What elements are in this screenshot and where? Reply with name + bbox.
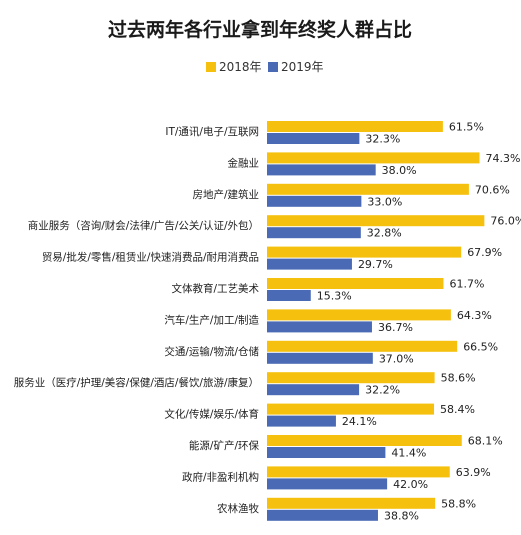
category-label: 交通/运输/物流/仓储 xyxy=(164,345,259,358)
data-label: 42.0% xyxy=(393,478,428,491)
data-label: 64.3% xyxy=(457,309,492,322)
data-label: 33.0% xyxy=(367,195,402,208)
category-group: 商业服务（咨询/财会/法律/广告/公关/认证/外包） 76.0% 32.8% xyxy=(28,215,521,240)
category-group: 金融业 74.3% 38.0% xyxy=(228,152,521,177)
bar-2018 xyxy=(267,121,443,132)
category-group: 政府/非盈利机构 63.9% 42.0% xyxy=(182,466,491,491)
category-group: 能源/矿产/环保 68.1% 41.4% xyxy=(189,435,503,460)
data-label: 32.2% xyxy=(365,384,400,397)
chart-title: 过去两年各行业拿到年终奖人群占比 xyxy=(108,18,412,41)
bar-2018 xyxy=(267,309,451,321)
data-label: 58.4% xyxy=(440,403,475,416)
category-label: 汽车/生产/加工/制造 xyxy=(164,313,259,326)
category-label: 服务业（医疗/护理/美容/保健/酒店/餐饮/旅游/康复） xyxy=(14,376,259,389)
bar-2018 xyxy=(267,152,480,164)
category-label: 文体教育/工艺美术 xyxy=(171,282,259,295)
bar-2019 xyxy=(267,352,373,364)
bar-2019 xyxy=(267,290,311,301)
bar-2018 xyxy=(267,497,436,509)
bar-2019 xyxy=(267,227,361,239)
legend-label: 2019年 xyxy=(281,60,324,74)
legend: 2018年 2019年 xyxy=(206,60,324,74)
bar-2018 xyxy=(267,340,458,352)
category-label: 政府/非盈利机构 xyxy=(182,470,259,483)
data-label: 70.6% xyxy=(475,183,510,196)
bar-2018 xyxy=(267,435,462,446)
category-group: 农林渔牧 58.8% 38.8% xyxy=(217,497,476,522)
bar-2019 xyxy=(267,478,388,490)
data-label: 61.7% xyxy=(449,278,484,291)
data-label: 58.8% xyxy=(441,497,476,510)
legend-item-1: 2018年 xyxy=(206,60,262,74)
bar-2019 xyxy=(267,164,376,176)
data-label: 38.8% xyxy=(384,509,419,522)
bar-2019 xyxy=(267,321,372,333)
data-label: 61.5% xyxy=(449,121,484,134)
data-label: 68.1% xyxy=(468,435,503,448)
legend-swatch xyxy=(268,62,278,72)
bar-2019 xyxy=(267,133,360,144)
category-group: IT/通讯/电子/互联网 61.5% 32.3% xyxy=(165,121,483,146)
data-label: 67.9% xyxy=(467,246,502,259)
data-label: 36.7% xyxy=(378,321,413,334)
data-label: 32.3% xyxy=(365,133,400,146)
data-label: 37.0% xyxy=(379,352,414,365)
category-group: 贸易/批发/零售/租赁业/快速消费品/耐用消费品 67.9% 29.7% xyxy=(42,246,502,271)
legend-swatch xyxy=(206,62,216,72)
bar-2019 xyxy=(267,509,378,521)
data-label: 41.4% xyxy=(391,447,426,460)
data-label: 66.5% xyxy=(463,340,498,353)
bar-2019 xyxy=(267,195,362,207)
bar-2018 xyxy=(267,466,450,478)
category-group: 文化/传媒/娱乐/体育 58.4% 24.1% xyxy=(164,403,475,428)
bar-2018 xyxy=(267,403,435,415)
data-label: 74.3% xyxy=(485,152,520,165)
data-label: 24.1% xyxy=(342,415,377,428)
category-label: 能源/矿产/环保 xyxy=(189,439,260,452)
category-label: 商业服务（咨询/财会/法律/广告/公关/认证/外包） xyxy=(28,219,259,232)
bar-2018 xyxy=(267,215,485,227)
plot-area: IT/通讯/电子/互联网 61.5% 32.3% 金融业 74.3% 38.0% 房地产/建… xyxy=(14,121,521,523)
bar-2018 xyxy=(267,372,435,384)
category-label: 文化/传媒/娱乐/体育 xyxy=(164,408,259,421)
data-label: 38.0% xyxy=(382,164,417,177)
bar-2019 xyxy=(267,415,336,427)
category-label: IT/通讯/电子/互联网 xyxy=(165,125,259,138)
bar-2019 xyxy=(267,447,386,458)
bar-2018 xyxy=(267,278,444,289)
data-label: 15.3% xyxy=(317,290,352,303)
category-label: 农林渔牧 xyxy=(217,502,259,515)
category-label: 金融业 xyxy=(228,156,260,169)
bar-2018 xyxy=(267,183,469,195)
category-group: 汽车/生产/加工/制造 64.3% 36.7% xyxy=(164,309,491,334)
bar-2018 xyxy=(267,246,462,258)
bar-2019 xyxy=(267,384,360,396)
category-group: 服务业（医疗/护理/美容/保健/酒店/餐饮/旅游/康复） 58.6% 32.2% xyxy=(14,372,476,397)
category-group: 交通/运输/物流/仓储 66.5% 37.0% xyxy=(164,340,498,365)
legend-item-2: 2019年 xyxy=(268,60,324,74)
category-label: 房地产/建筑业 xyxy=(192,188,259,201)
data-label: 32.8% xyxy=(367,227,402,240)
legend-label: 2018年 xyxy=(219,60,262,74)
data-label: 63.9% xyxy=(456,466,491,479)
data-label: 76.0% xyxy=(490,215,521,228)
data-label: 29.7% xyxy=(358,258,393,271)
category-label: 贸易/批发/零售/租赁业/快速消费品/耐用消费品 xyxy=(42,251,259,264)
category-group: 房地产/建筑业 70.6% 33.0% xyxy=(192,183,509,208)
category-group: 文体教育/工艺美术 61.7% 15.3% xyxy=(171,278,484,303)
data-label: 58.6% xyxy=(441,372,476,385)
bar-2019 xyxy=(267,258,352,270)
